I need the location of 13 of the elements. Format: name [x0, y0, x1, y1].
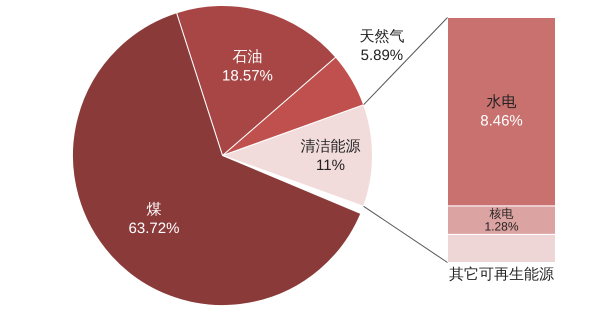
slice-label: 清洁能源: [300, 138, 360, 155]
data-label: 63.72%: [128, 220, 180, 237]
slice-label: 煤: [146, 200, 162, 218]
data-label: 1.28%: [484, 220, 519, 234]
slice-label: 石油: [232, 48, 262, 66]
data-label: 11%: [316, 157, 345, 174]
data-label: 8.46%: [480, 112, 523, 130]
slice-label: 天然气: [359, 28, 404, 46]
data-label: 5.89%: [360, 47, 404, 64]
series-label: 核电: [488, 206, 514, 221]
series-label: 水电: [486, 94, 516, 111]
series-label: 其它可再生能源: [449, 266, 554, 283]
data-label: 18.57%: [222, 67, 273, 84]
